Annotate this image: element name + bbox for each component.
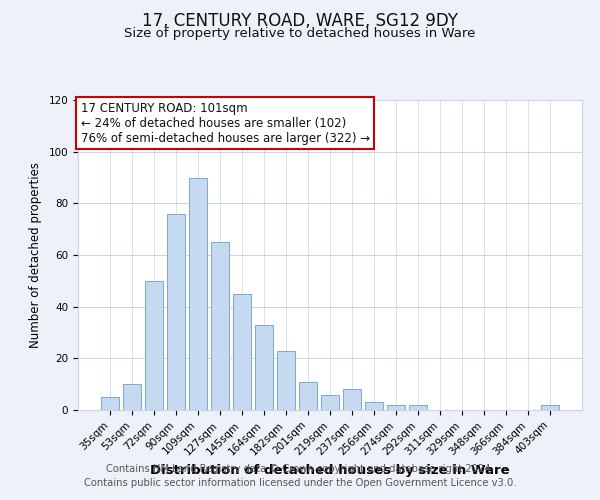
Text: Contains HM Land Registry data © Crown copyright and database right 2024.
Contai: Contains HM Land Registry data © Crown c… [84, 464, 516, 487]
X-axis label: Distribution of detached houses by size in Ware: Distribution of detached houses by size … [150, 464, 510, 476]
Bar [343, 390, 361, 410]
Text: Size of property relative to detached houses in Ware: Size of property relative to detached ho… [124, 28, 476, 40]
Bar [101, 397, 119, 410]
Text: 17, CENTURY ROAD, WARE, SG12 9DY: 17, CENTURY ROAD, WARE, SG12 9DY [142, 12, 458, 30]
Bar [409, 405, 427, 410]
Bar [277, 350, 295, 410]
Bar [167, 214, 185, 410]
Bar [123, 384, 141, 410]
Bar [145, 281, 163, 410]
Bar [211, 242, 229, 410]
Bar [321, 394, 339, 410]
Text: 17 CENTURY ROAD: 101sqm
← 24% of detached houses are smaller (102)
76% of semi-d: 17 CENTURY ROAD: 101sqm ← 24% of detache… [80, 102, 370, 144]
Bar [255, 325, 273, 410]
Y-axis label: Number of detached properties: Number of detached properties [29, 162, 41, 348]
Bar [299, 382, 317, 410]
Bar [387, 405, 405, 410]
Bar [233, 294, 251, 410]
Bar [365, 402, 383, 410]
Bar [541, 405, 559, 410]
Bar [189, 178, 207, 410]
